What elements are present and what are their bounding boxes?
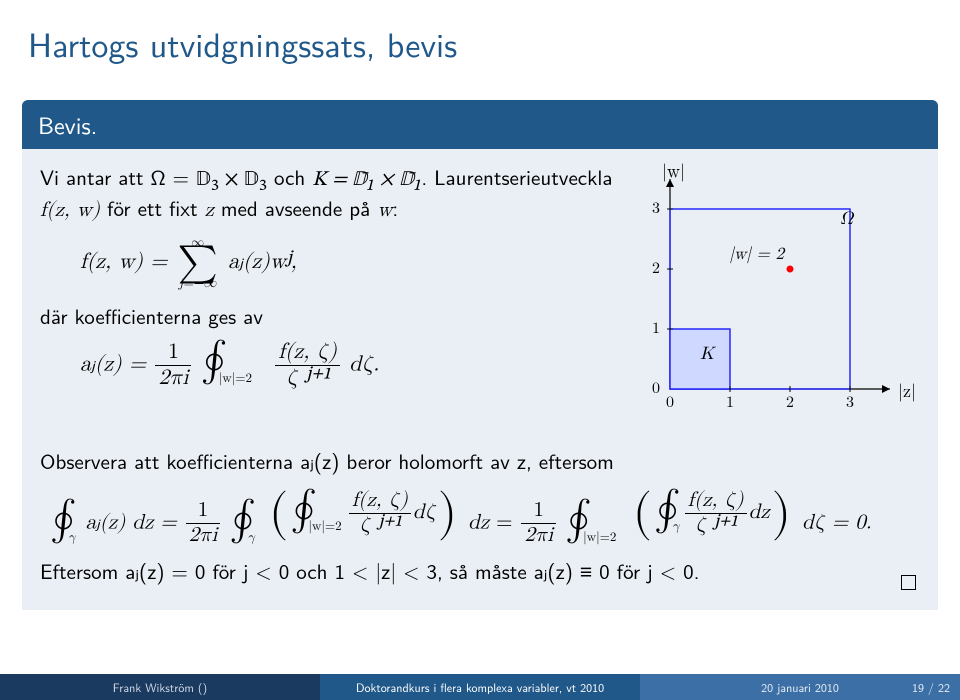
footer-title: Doktorandkurs i flera komplexa variabler… [320,674,640,700]
footer-date: 20 januari 2010 [761,678,839,696]
formula-long: ∮γ aⱼ(z) dz = 12πi ∮γ ( ∮|w|=2 f(z, ζ)ζ … [50,490,920,548]
axis-y-label: |w| [662,163,685,182]
block-body: Vi antar att Ω = 𝔻₃ × 𝔻₃ och K = 𝔻̄₁ × 𝔻… [22,149,938,610]
proof-line-3: Observera att koefficienterna aⱼ(z) bero… [40,447,920,475]
tick-y2: 2 [652,261,660,277]
tick-y1: 1 [652,321,660,337]
axis-x-label: |z| [898,383,916,402]
tick-x2: 2 [786,395,794,411]
footer-author: Frank Wikström () [0,674,320,700]
tick-x3: 3 [846,395,854,411]
figure: 0 1 2 3 0 1 2 3 |z| |w| |w| = 2 Ω K [630,159,920,445]
footer: Frank Wikström () Doktorandkurs i flera … [0,674,960,700]
omega-label: Ω [840,210,855,228]
svg-text:0: 0 [652,381,660,397]
page-title: Hartogs utvidgningssats, bevis [0,0,960,74]
tick-x0: 0 [666,395,674,411]
proof-line-2: där koefficienterna ges av [40,302,616,330]
proof-line-1: Vi antar att Ω = 𝔻₃ × 𝔻₃ och K = 𝔻̄₁ × 𝔻… [40,163,616,226]
proof-line-4: Eftersom aⱼ(z) = 0 för j < 0 och 1 < |z|… [40,557,920,585]
qed-box [901,575,916,590]
footer-meta: 20 januari 2010 19 / 22 [640,674,960,700]
formula-fzw-series: f(z, w) = ∞ ∑ j=−∞ aⱼ(z)wʲ, [80,236,616,291]
block-heading: Bevis. [22,100,938,149]
footer-page: 19 / 22 [912,678,950,696]
dot-label: |w| = 2 [729,246,786,264]
formula-aj: aⱼ(z) = 12πi ∮|w|=2 f(z, ζ)ζ ʲ⁺¹ dζ. [80,341,616,390]
tick-x1: 1 [726,395,734,411]
tick-y3: 3 [652,201,660,217]
proof-block: Bevis. Vi antar att Ω = 𝔻₃ × 𝔻₃ och K = … [22,100,938,610]
